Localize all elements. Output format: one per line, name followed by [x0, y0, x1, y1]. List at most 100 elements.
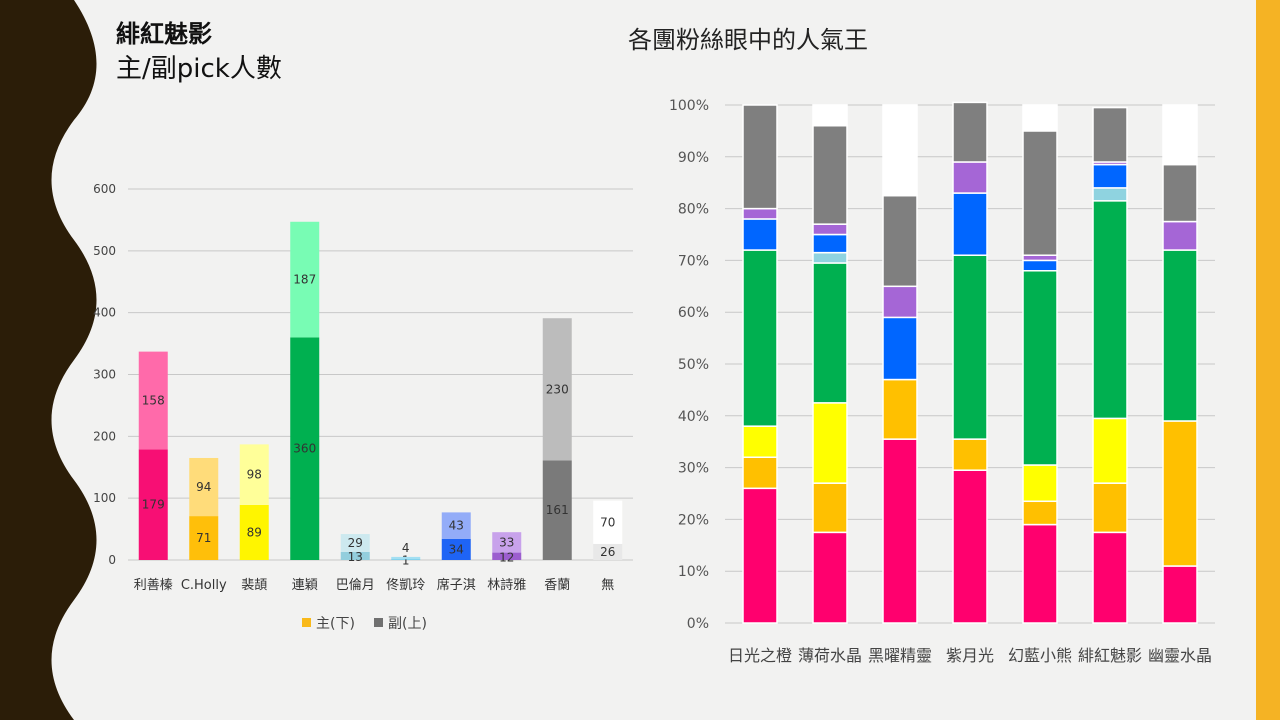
y-tick-label: 90% [678, 150, 709, 166]
category-label: 席子淇 [437, 577, 476, 593]
bar-segment [812, 233, 848, 254]
bar-segment [1022, 130, 1058, 256]
category-label: 利善榛 [134, 577, 173, 593]
bar-segment [1162, 104, 1198, 166]
data-label: 179 [142, 498, 165, 512]
data-label: 4 [402, 541, 410, 555]
bar-segment [1162, 163, 1198, 223]
bar-segment [882, 438, 918, 624]
category-label: 林詩雅 [487, 578, 526, 593]
data-label: 70 [600, 515, 615, 529]
bar-segment [391, 556, 421, 560]
data-label: 33 [499, 535, 514, 549]
bar-segment [1022, 254, 1058, 262]
bar-segment [812, 531, 848, 624]
data-label: 158 [142, 393, 165, 407]
bar-segment [138, 449, 168, 560]
y-tick-label: 0% [687, 616, 709, 632]
bar-segment [1092, 163, 1128, 189]
data-label: 12 [499, 550, 514, 564]
category-label: 佟凱玲 [386, 577, 425, 593]
y-tick-label: 300 [93, 368, 116, 382]
bar-segment [1092, 482, 1128, 534]
bar-segment [812, 104, 848, 127]
bar-segment [441, 538, 471, 560]
bar-segment [812, 482, 848, 534]
data-label: 43 [449, 519, 464, 533]
bar-segment [882, 285, 918, 319]
data-label: 94 [196, 480, 211, 494]
bar-segment [812, 251, 848, 264]
bar-segment [742, 218, 778, 251]
bar-segment [952, 192, 988, 256]
bar-segment [1022, 259, 1058, 272]
bar-segment [812, 124, 848, 225]
bar-segment [492, 552, 522, 560]
y-tick-label: 100% [669, 98, 709, 114]
bar-segment [542, 460, 572, 560]
bar-segment [542, 318, 572, 461]
bar-segment [239, 504, 269, 560]
bar-segment [1092, 106, 1128, 163]
y-tick-label: 70% [678, 253, 709, 269]
category-label: 幻藍小熊 [1008, 646, 1072, 665]
bar-segment [812, 402, 848, 484]
category-label: 巴倫月 [336, 578, 375, 593]
bar-segment [882, 378, 918, 440]
data-label: 360 [293, 442, 316, 456]
category-label: 裴頡 [241, 578, 267, 593]
data-label: 161 [546, 503, 569, 517]
data-label: 187 [293, 273, 316, 287]
bar-segment [882, 316, 918, 381]
bar-segment [492, 532, 522, 553]
bar-segment [882, 194, 918, 288]
y-tick-label: 200 [93, 429, 116, 443]
y-tick-label: 0 [108, 553, 116, 567]
bar-segment [290, 337, 320, 560]
bar-segment [742, 456, 778, 490]
decorative-wave-border [0, 0, 97, 720]
category-label: 連穎 [292, 578, 318, 593]
y-tick-label: 60% [678, 305, 709, 321]
y-tick-label: 500 [93, 244, 116, 258]
bar-segment [1022, 104, 1058, 132]
data-label: 230 [546, 382, 569, 396]
bar-segment [742, 487, 778, 624]
bar-segment [742, 104, 778, 210]
bar-segment [391, 559, 421, 560]
bar-segment [812, 223, 848, 236]
bar-segment [441, 512, 471, 539]
bar-segment [593, 543, 623, 560]
legend-label: 副(上) [388, 616, 427, 632]
category-label: 黑曜精靈 [868, 646, 932, 665]
bar-segment [189, 457, 219, 517]
bar-segment [952, 254, 988, 440]
category-label: 日光之橙 [728, 646, 792, 665]
y-tick-label: 30% [678, 461, 709, 477]
y-tick-label: 40% [678, 409, 709, 425]
bar-segment [1092, 187, 1128, 202]
legend-swatch [374, 618, 383, 627]
bar-segment [952, 438, 988, 471]
data-label: 34 [449, 542, 464, 556]
bar-segment [1022, 500, 1058, 526]
bar-segment [742, 425, 778, 458]
data-label: 98 [247, 468, 262, 482]
bar-segment [1092, 531, 1128, 624]
bar-segment [1162, 420, 1198, 567]
y-tick-label: 50% [678, 357, 709, 373]
bar-segment [239, 444, 269, 505]
bar-segment [1022, 464, 1058, 503]
y-tick-label: 400 [93, 306, 116, 320]
accent-side-bar [1256, 0, 1280, 720]
bar-segment [593, 500, 623, 544]
y-tick-label: 600 [93, 182, 116, 196]
bar-segment [1022, 270, 1058, 466]
data-label: 26 [600, 545, 615, 559]
bar-segment [1092, 200, 1128, 420]
bar-segment [812, 262, 848, 404]
category-label: 紫月光 [946, 646, 994, 665]
bar-segment [952, 161, 988, 194]
bar-segment [340, 551, 370, 560]
popularity-percent-chart: 0% 10% 20% 30% 40% 50% 60% 70% 80% 90% 100% 日光之橙 薄荷水… [669, 98, 1215, 665]
